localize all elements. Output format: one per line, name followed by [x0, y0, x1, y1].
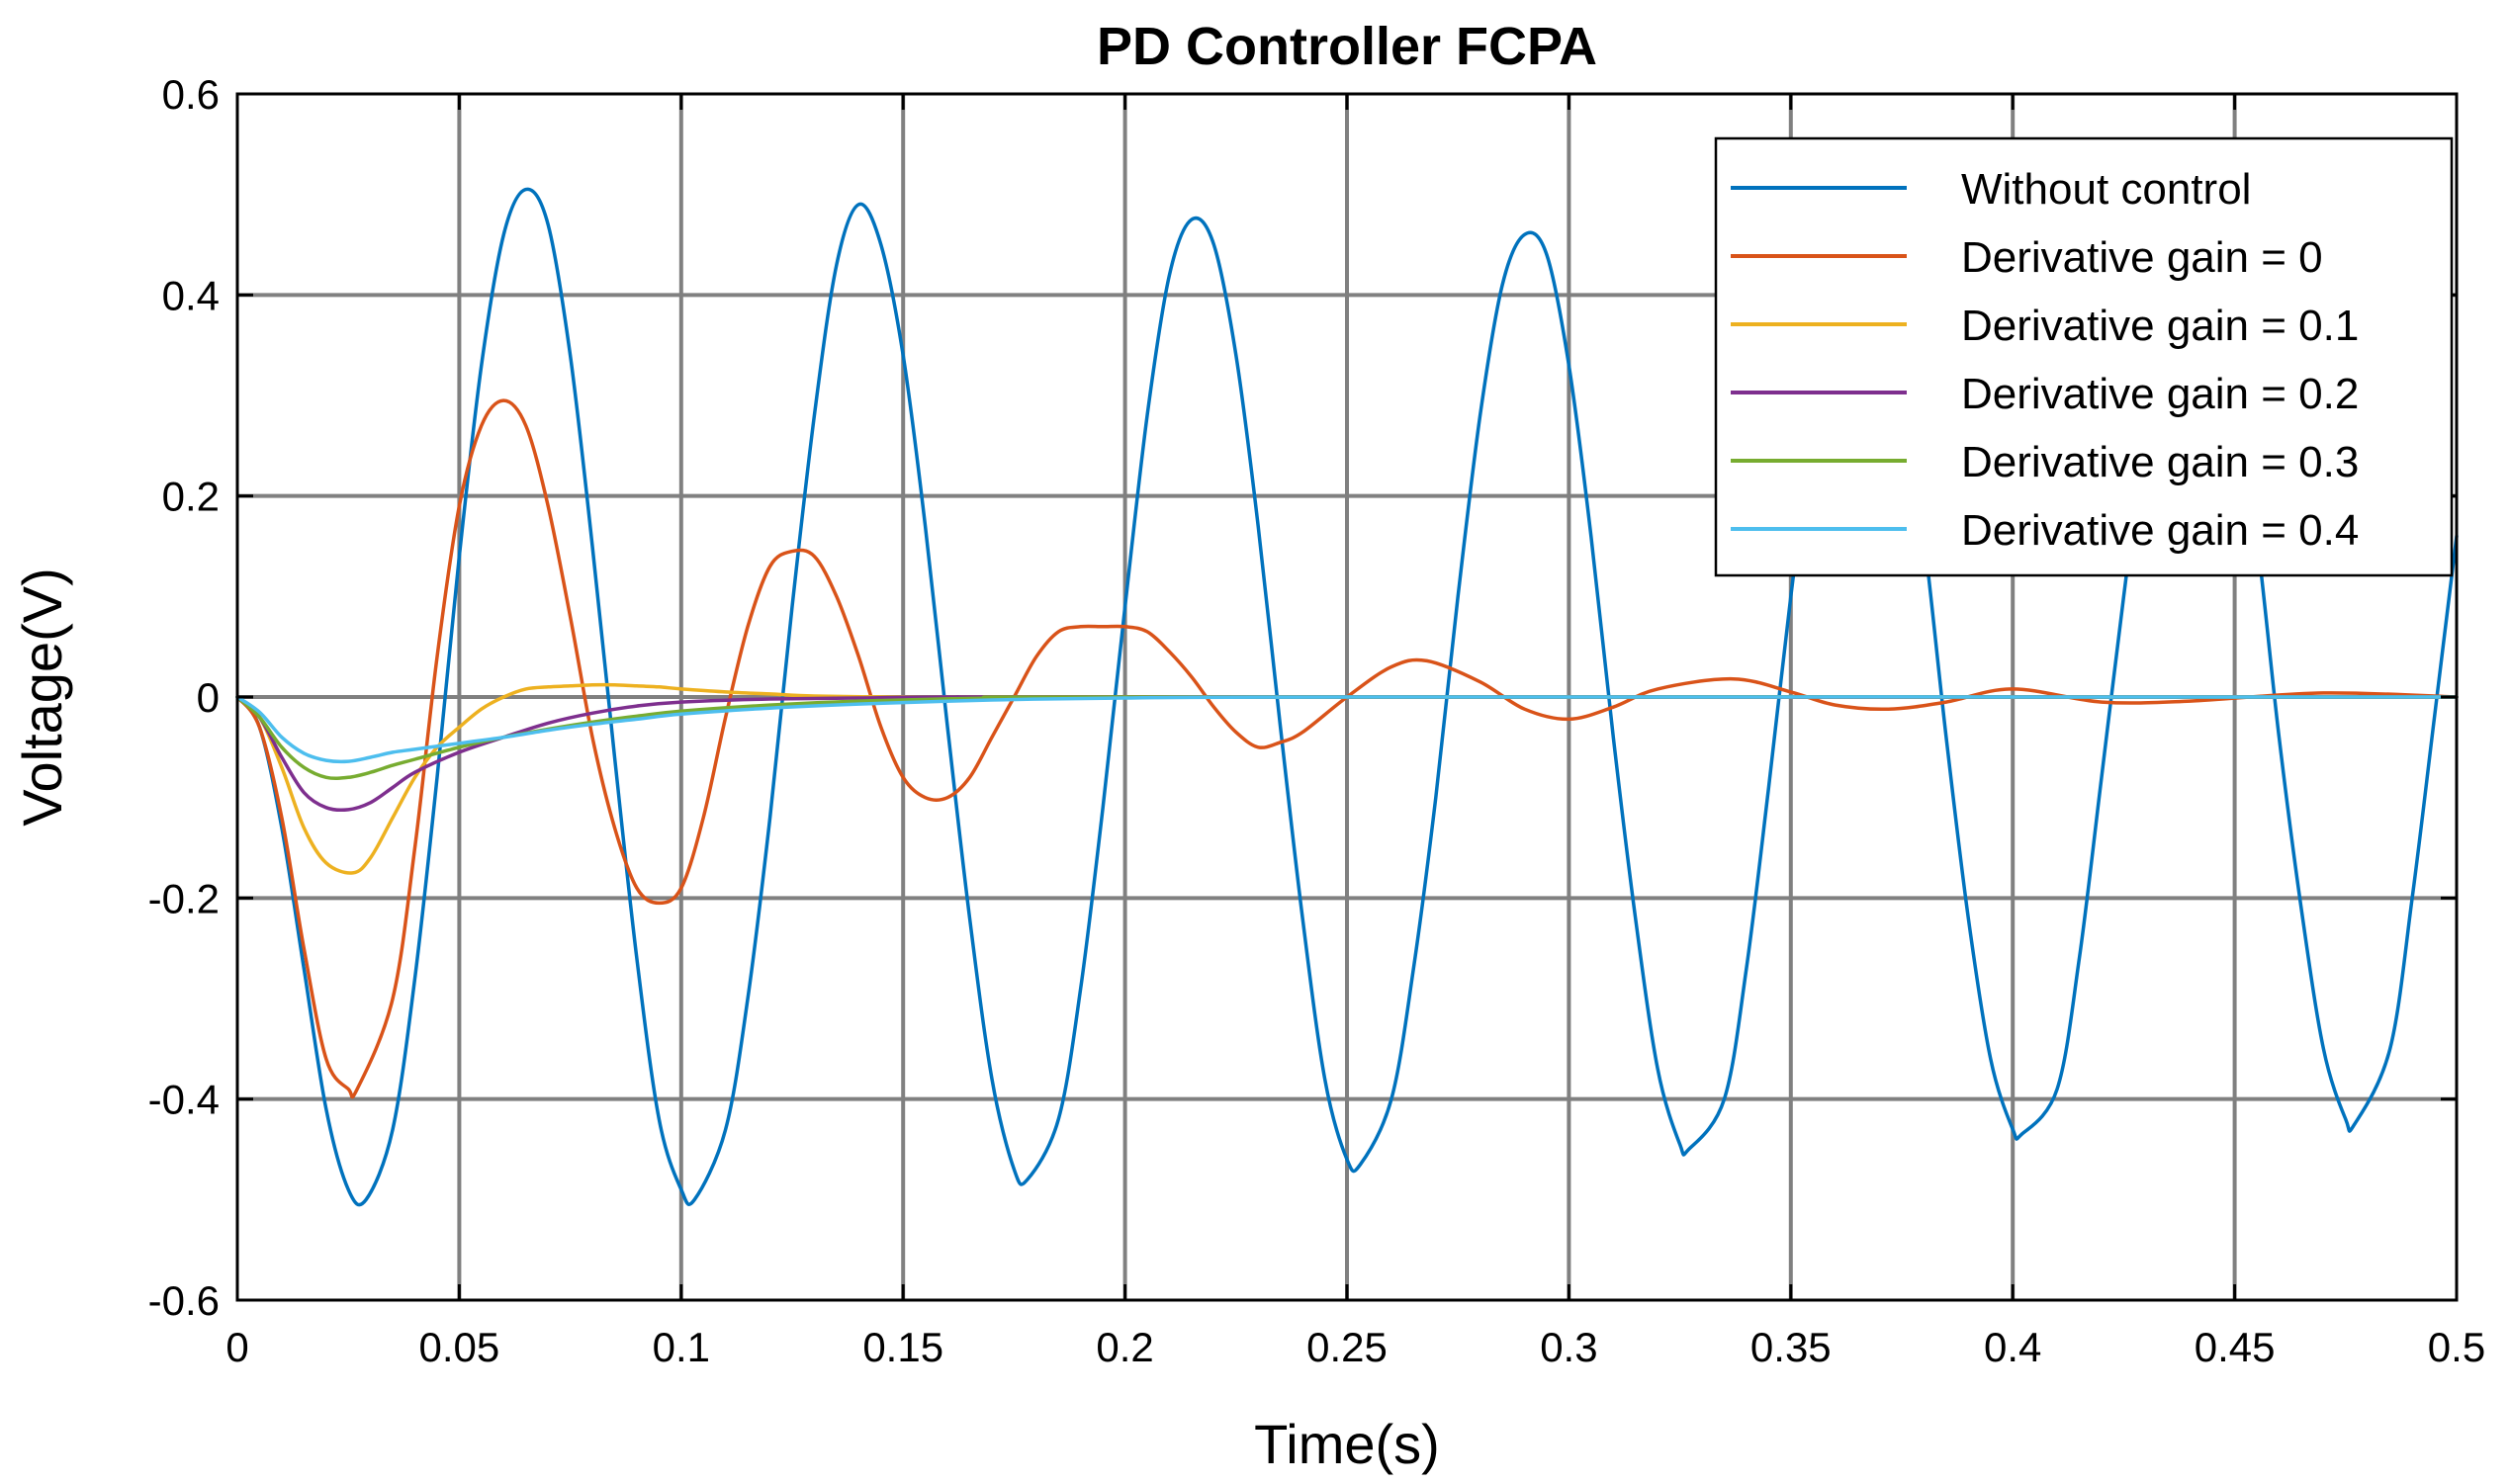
legend: Without control Derivative gain = 0 Deriva…	[1714, 136, 2454, 577]
y-tick-label: 0	[197, 674, 220, 721]
x-tick-label: 0.4	[1984, 1324, 2041, 1370]
x-tick-label: 0.1	[653, 1324, 710, 1370]
x-tick-label: 0.5	[2428, 1324, 2485, 1370]
legend-label: Derivative gain = 0.3	[1961, 438, 2359, 486]
chart-title: PD Controller FCPA	[1097, 17, 1597, 76]
series-line-0	[235, 187, 2459, 1207]
series-lines	[235, 187, 2459, 1207]
y-tick-label: 0.6	[162, 71, 220, 118]
x-axis-label: Time(s)	[1254, 1413, 1440, 1475]
y-tick-label: 0.2	[162, 474, 220, 520]
x-tick-label: 0	[225, 1324, 248, 1370]
y-tick-label: -0.6	[148, 1277, 220, 1324]
axis-ticks: 0 0.05 0.1 0.15 0.2 0.25 0.3 0.35 0.4 0.45 0.5 -0.6…	[148, 71, 2486, 1370]
legend-label: Derivative gain = 0.1	[1961, 302, 2359, 350]
legend-label: Without control	[1961, 165, 2251, 214]
x-tick-label: 0.05	[419, 1324, 500, 1370]
x-tick-label: 0.15	[862, 1324, 943, 1370]
series-line-1	[235, 398, 2459, 1099]
legend-box	[1714, 136, 2454, 577]
legend-label: Derivative gain = 0.2	[1961, 370, 2359, 418]
x-tick-label: 0.2	[1096, 1324, 1153, 1370]
x-tick-label: 0.35	[1750, 1324, 1832, 1370]
legend-label: Derivative gain = 0.4	[1961, 506, 2359, 555]
y-tick-label: -0.2	[148, 875, 220, 921]
x-tick-label: 0.25	[1306, 1324, 1388, 1370]
legend-label: Derivative gain = 0	[1961, 233, 2323, 282]
series-line-5	[235, 695, 2459, 764]
x-tick-label: 0.45	[2195, 1324, 2276, 1370]
y-tick-label: -0.4	[148, 1077, 220, 1123]
y-tick-label: 0.4	[162, 272, 220, 318]
y-axis-label: Voltage(V)	[11, 567, 73, 827]
x-tick-label: 0.3	[1540, 1324, 1597, 1370]
